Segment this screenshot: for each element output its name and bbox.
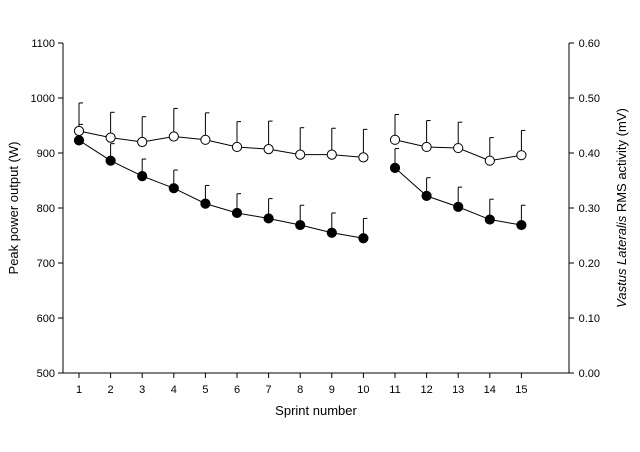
- x-tick-label: 11: [389, 384, 400, 396]
- open-data-point: [168, 131, 179, 142]
- filled-series-line: [78, 139, 364, 239]
- right-tick-label: 0.00: [579, 368, 600, 380]
- right-axis-title-part: RMS activity (mV): [614, 108, 629, 216]
- axis-labels: 500 600 700 800 900 1000 1100 0.00 0.10 0.20 0.30 0…: [6, 38, 629, 418]
- filled-data-point: [295, 219, 306, 231]
- filled-data-point: [389, 162, 401, 173]
- error-bars: [78, 102, 526, 239]
- open-data-point: [326, 149, 337, 160]
- filled-data-point: [231, 207, 243, 219]
- x-tick-label: 2: [108, 384, 114, 396]
- filled-data-point: [73, 135, 85, 146]
- open-data-point: [453, 142, 464, 154]
- filled-data-point: [421, 190, 432, 201]
- open-data-point: [421, 141, 432, 153]
- right-axis-title-part: Vastus Lateralis: [614, 215, 629, 308]
- open-data-point: [516, 150, 527, 161]
- open-data-point: [295, 149, 306, 160]
- filled-data-point: [484, 214, 495, 225]
- filled-data-point: [168, 183, 179, 194]
- left-tick-label: 1100: [31, 38, 55, 50]
- x-tick-label: 3: [139, 384, 145, 396]
- right-axis-title: Vastus Lateralis RMS activity (mV): [614, 108, 629, 308]
- x-tick-label: 13: [452, 384, 464, 396]
- filled-data-point: [105, 155, 116, 166]
- open-data-point: [263, 144, 274, 155]
- filled-data-point: [516, 219, 527, 231]
- x-tick-label: 12: [420, 384, 432, 396]
- right-tick-label: 0.50: [579, 93, 600, 105]
- right-tick-label: 0.10: [579, 313, 600, 325]
- open-series-line: [78, 130, 364, 158]
- filled-data-point: [453, 201, 464, 212]
- open-data-point: [73, 125, 85, 137]
- axes: [58, 42, 574, 378]
- left-tick-label: 500: [37, 368, 55, 380]
- x-tick-label: 8: [297, 384, 303, 396]
- open-data-point: [137, 136, 148, 148]
- filled-data-point: [358, 233, 369, 244]
- x-tick-label: 9: [329, 384, 335, 396]
- x-tick-label: 6: [234, 384, 240, 396]
- left-axis-title: Peak power output (W): [6, 142, 21, 275]
- filled-data-point: [263, 213, 274, 224]
- right-tick-label: 0.20: [579, 258, 600, 270]
- filled-data-point: [200, 198, 211, 209]
- left-tick-label: 600: [37, 313, 55, 325]
- open-data-point: [200, 134, 211, 145]
- left-tick-label: 900: [37, 148, 55, 160]
- x-tick-label: 15: [515, 384, 527, 396]
- left-tick-label: 800: [37, 203, 55, 215]
- open-data-point: [358, 152, 369, 163]
- left-tick-label: 700: [37, 258, 55, 270]
- open-data-point: [484, 155, 495, 166]
- open-data-point: [389, 134, 401, 145]
- open-data-point: [231, 141, 243, 153]
- left-tick-label: 1000: [31, 93, 55, 105]
- right-tick-label: 0.30: [579, 203, 600, 215]
- x-tick-label: 14: [484, 384, 496, 396]
- x-tick-label: 7: [266, 384, 272, 396]
- x-tick-label: 5: [202, 384, 208, 396]
- filled-data-point: [326, 227, 337, 238]
- x-tick-label: 1: [76, 384, 82, 396]
- filled-data-point: [137, 171, 148, 182]
- open-data-point: [105, 132, 116, 143]
- x-tick-label: 4: [171, 384, 177, 396]
- x-tick-label: 10: [357, 384, 369, 396]
- data-points: [73, 125, 527, 244]
- right-tick-label: 0.40: [579, 148, 600, 160]
- right-tick-label: 0.60: [579, 38, 600, 50]
- x-axis-title: Sprint number: [275, 403, 357, 418]
